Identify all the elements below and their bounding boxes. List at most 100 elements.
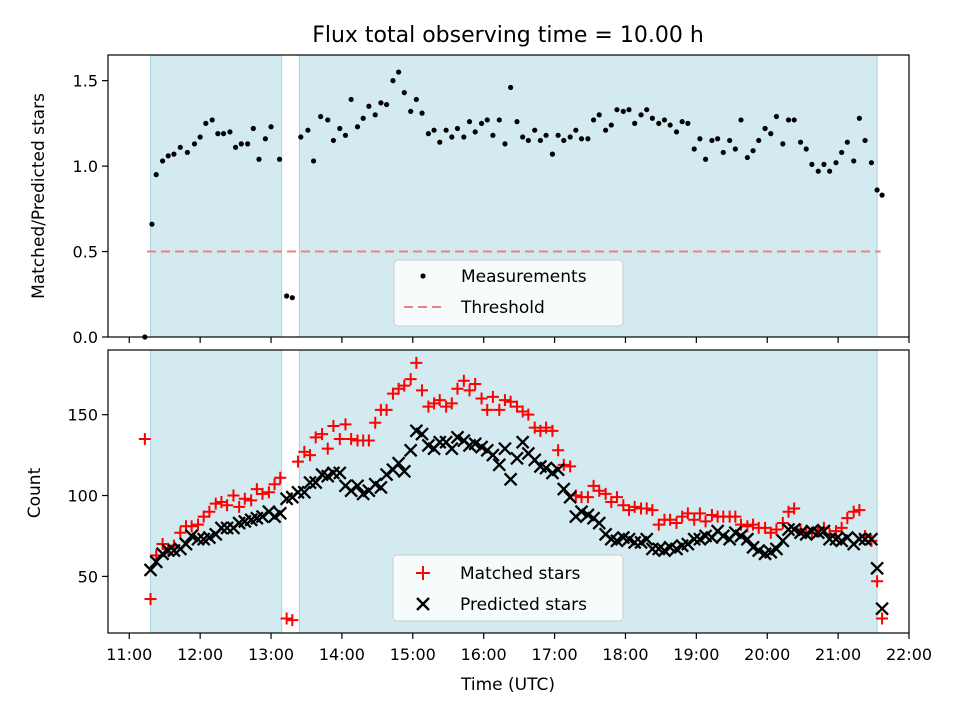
count-panel-y-label: Count [25, 467, 45, 518]
matched-star-point [788, 502, 801, 515]
predicted-star-point [510, 451, 524, 466]
measurement-point [396, 69, 402, 75]
matched-star-point [339, 418, 352, 431]
measurement-point [620, 108, 626, 114]
matched-star-point [316, 428, 329, 441]
measurement-point [815, 168, 821, 174]
x-tick-label: 17:00 [532, 645, 578, 664]
matched-legend-marker [416, 566, 430, 580]
measurement-point [827, 168, 833, 174]
measurement-point [715, 136, 721, 142]
matched-star-point [203, 505, 216, 518]
matched-star-point [410, 356, 423, 369]
ratio-panel-y-axis: 0.0 0.5 1.0 1.5 [73, 72, 108, 347]
predicted-star-point [143, 563, 158, 577]
measurement-point [472, 129, 478, 135]
matched-star-point [681, 507, 694, 520]
measurement-point [177, 144, 183, 150]
measurement-point [561, 137, 567, 144]
x-tick-label: 11:00 [106, 645, 152, 664]
measurement-point [856, 115, 862, 121]
predicted-legend-label: Predicted stars [460, 595, 587, 615]
measurement-point [284, 293, 290, 299]
predicted-star-point [556, 482, 571, 496]
count-panel-frame [107, 349, 910, 634]
measurement-point [159, 158, 166, 164]
matched-star-point [705, 508, 718, 521]
measurement-point [549, 151, 556, 157]
matched-star-point [192, 518, 205, 531]
measurement-point [342, 132, 349, 138]
ratio-panel-y-label: Matched/Predicted stars [29, 93, 49, 299]
matched-star-point [304, 449, 317, 462]
measurement-point [443, 127, 449, 133]
measurement-point [232, 144, 239, 150]
y-tick-label: 1.5 [73, 72, 98, 91]
y-tick-label: 1.0 [73, 157, 98, 176]
predicted-star-point [308, 475, 323, 490]
matched-star-point [853, 504, 866, 517]
predicted-star-point [492, 458, 507, 472]
measurement-point [702, 156, 709, 162]
measurement-point [638, 112, 644, 118]
matched-star-point [552, 444, 565, 457]
matched-star-point [486, 390, 499, 403]
measurement-point [756, 137, 762, 144]
measurement-point [354, 124, 361, 130]
measurement-point [197, 134, 203, 140]
matched-star-point [646, 504, 659, 517]
measurement-point [461, 134, 467, 140]
measurement-point [727, 137, 733, 144]
matched-star-point [233, 500, 246, 513]
predicted-star-point [515, 435, 530, 449]
predicted-star-point [592, 516, 607, 530]
measurement-point [289, 295, 295, 301]
measurement-point [839, 149, 845, 156]
matched-star-point [309, 431, 322, 444]
measurement-point [868, 160, 875, 166]
measurement-point [262, 136, 268, 142]
matched-star-point [245, 494, 258, 507]
measurement-point [184, 149, 190, 156]
count-legend: Matched stars Predicted stars [392, 554, 624, 622]
measurement-point [360, 115, 366, 121]
predicted-star-point [875, 601, 889, 616]
measurement-point [449, 134, 455, 140]
x-tick-label: 13:00 [248, 645, 294, 664]
measurement-point [250, 125, 256, 132]
measurement-point [844, 139, 850, 145]
predicted-star-point [864, 532, 879, 547]
measurement-point [691, 146, 697, 152]
measurement-point [768, 131, 774, 137]
matched-star-point [321, 442, 334, 455]
measurement-point [496, 117, 502, 123]
matched-star-point [581, 491, 594, 504]
matched-star-point [262, 486, 275, 499]
measurement-point [425, 131, 431, 137]
measurement-point [508, 84, 514, 91]
measurement-point [573, 127, 579, 133]
measurement-point [803, 146, 809, 152]
measurement-point [318, 113, 324, 120]
measurement-point [227, 129, 233, 135]
measurement-point [590, 117, 597, 123]
x-axis-label: Time (UTC) [460, 675, 555, 695]
measurement-point [256, 156, 262, 162]
matched-star-point [693, 507, 706, 520]
matched-star-point [670, 517, 683, 530]
predicted-legend-marker [416, 597, 430, 611]
measurement-point [171, 151, 177, 157]
predicted-star-point [415, 427, 429, 441]
matched-star-point [227, 489, 240, 502]
measurement-point [310, 158, 317, 164]
predicted-star-point [303, 475, 317, 490]
predicted-star-point [503, 472, 518, 487]
predicted-star-point [397, 464, 412, 479]
matched-star-point [268, 478, 281, 491]
measurement-point [372, 112, 378, 118]
measurement-point [797, 139, 804, 145]
matched-star-point [274, 471, 287, 484]
measurement-point [408, 108, 414, 114]
